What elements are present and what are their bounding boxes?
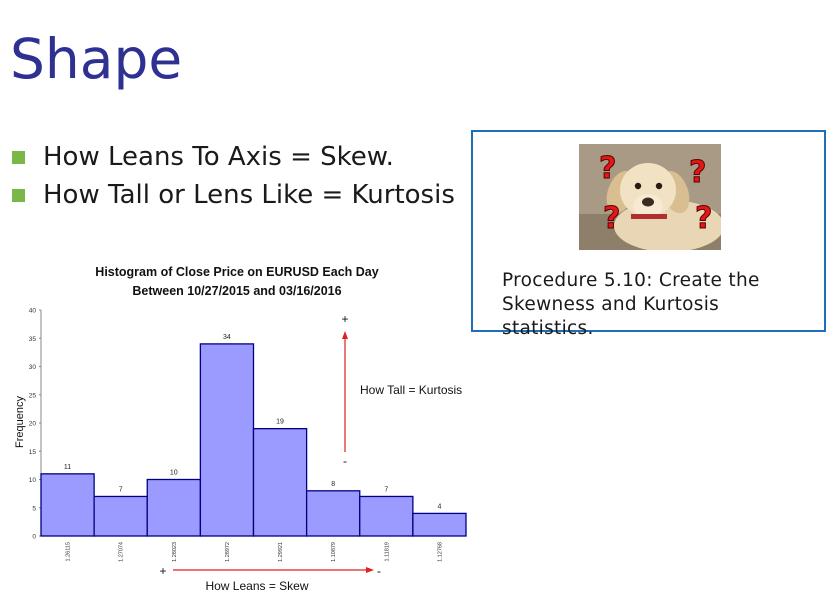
y-axis-label: Frequency xyxy=(14,396,26,448)
bullet-square-icon xyxy=(12,188,25,202)
bar-value-label-0: 11 xyxy=(64,464,71,471)
kurtosis-label: How Tall = Kurtosis xyxy=(360,383,462,397)
y-tick-label-2: 10 xyxy=(29,477,37,484)
skew-arrow-head xyxy=(366,567,374,573)
bar-value-label-1: 7 xyxy=(119,486,123,493)
y-tick-label-4: 20 xyxy=(29,421,37,428)
bullet-item-skew: How Leans To Axis = Skew. xyxy=(12,138,455,176)
bar-1 xyxy=(93,495,148,537)
bullet-text-kurtosis: How Tall or Lens Like = Kurtosis xyxy=(43,180,455,210)
x-tick-label-1: 1.27074 xyxy=(119,542,125,562)
bar-0 xyxy=(40,473,95,537)
skew-left-sign: + xyxy=(159,564,166,578)
x-tick-label-0: 1.26115 xyxy=(66,542,72,561)
bar-4 xyxy=(252,427,308,537)
y-tick-label-6: 30 xyxy=(29,364,37,371)
bar-value-label-4: 19 xyxy=(276,419,284,426)
svg-text:?: ? xyxy=(603,201,620,236)
bars: 11 7 10 34 19 8 7 4 xyxy=(40,334,467,537)
y-tick-label-3: 15 xyxy=(29,449,37,456)
skew-annotation: + - How Leans = Skew xyxy=(159,564,381,593)
x-tick-label-6: 1.11819 xyxy=(384,542,390,561)
bar-value-label-6: 7 xyxy=(384,486,388,493)
bar-2 xyxy=(146,478,202,537)
bullet-list: How Leans To Axis = Skew. How Tall or Le… xyxy=(12,138,455,214)
y-tick-label-7: 35 xyxy=(29,336,37,343)
slide-title: Shape xyxy=(10,27,183,91)
skew-right-sign: - xyxy=(377,564,381,578)
bar-3 xyxy=(199,343,255,537)
bullet-text-skew: How Leans To Axis = Skew. xyxy=(43,142,394,172)
svg-text:?: ? xyxy=(689,155,706,190)
svg-text:?: ? xyxy=(599,151,616,186)
skew-label: How Leans = Skew xyxy=(205,579,308,593)
y-ticks: 0 5 10 15 20 25 30 35 40 xyxy=(29,308,41,541)
y-tick-label-1: 5 xyxy=(32,505,36,512)
bar-5 xyxy=(305,490,361,537)
bar-value-label-2: 10 xyxy=(170,470,178,477)
bullet-square-icon xyxy=(12,150,25,164)
bar-value-label-3: 34 xyxy=(223,334,231,341)
chart-title: Histogram of Close Price on EURUSD Each … xyxy=(95,265,378,279)
y-tick-label-0: 0 xyxy=(32,534,36,541)
histogram-chart: Histogram of Close Price on EURUSD Each … xyxy=(14,265,467,593)
bar-6 xyxy=(359,495,414,537)
chart-subtitle: Between 10/27/2015 and 03/16/2016 xyxy=(132,284,341,298)
kurtosis-arrow-head xyxy=(342,331,348,339)
bar-value-label-5: 8 xyxy=(331,481,335,488)
kurtosis-bottom-sign: - xyxy=(343,454,347,468)
x-tick-label-5: 1.10879 xyxy=(331,542,337,562)
x-ticks: 1.26115 1.27074 1.28023 1.28972 1.29921 1.108… xyxy=(66,542,444,562)
x-tick-label-4: 1.29921 xyxy=(278,542,284,562)
y-tick-label-5: 25 xyxy=(29,392,37,399)
x-tick-label-7: 1.12768 xyxy=(437,542,443,562)
bar-7 xyxy=(412,512,467,537)
y-tick-label-8: 40 xyxy=(29,308,37,315)
kurtosis-top-sign: + xyxy=(341,312,348,326)
x-tick-label-2: 1.28023 xyxy=(172,542,178,562)
kurtosis-annotation: + - How Tall = Kurtosis xyxy=(341,312,462,468)
svg-text:?: ? xyxy=(695,201,712,236)
dog-question-marks-icon: ? ? ? ? xyxy=(579,144,721,250)
procedure-callout: ? ? ? ? Procedure 5.10: Create the Skewn… xyxy=(471,130,826,339)
x-tick-label-3: 1.28972 xyxy=(225,542,231,562)
bar-value-label-7: 4 xyxy=(437,503,441,510)
procedure-text: Procedure 5.10: Create the Skewness and … xyxy=(502,270,760,339)
bullet-item-kurtosis: How Tall or Lens Like = Kurtosis xyxy=(12,176,455,214)
